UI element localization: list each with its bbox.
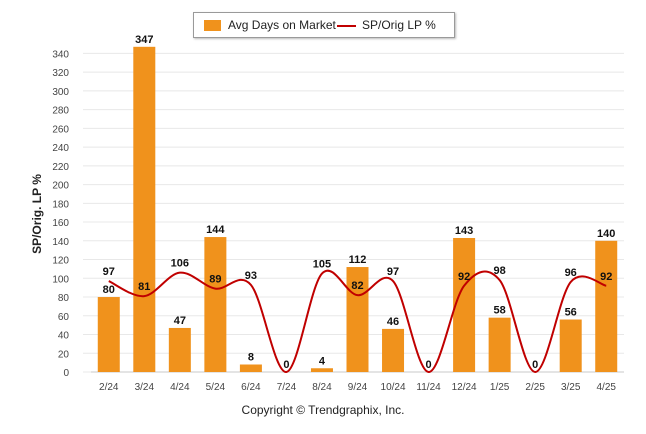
- y-tick-label: 180: [52, 199, 69, 210]
- bar-value-label: 144: [206, 224, 225, 236]
- y-tick-label: 0: [63, 368, 69, 379]
- bar-value-label: 0: [426, 359, 432, 371]
- line-value-label: 92: [600, 271, 612, 283]
- y-tick-label: 60: [58, 312, 70, 323]
- legend: Avg Days on Market SP/Orig LP %: [193, 12, 455, 38]
- copyright-footer: Copyright © Trendgraphix, Inc.: [241, 403, 405, 417]
- y-tick-label: 240: [52, 143, 69, 154]
- bar-value-label: 347: [135, 34, 153, 46]
- bar: [97, 297, 120, 372]
- bar-value-label: 0: [532, 359, 538, 371]
- y-tick-label: 220: [52, 162, 69, 173]
- y-tick-label: 120: [52, 256, 69, 267]
- x-tick-label: 11/24: [416, 382, 441, 393]
- y-tick-label: 260: [52, 124, 69, 135]
- bar-value-label: 58: [494, 305, 506, 317]
- x-tick-label: 6/24: [241, 382, 261, 393]
- line-value-label: 106: [171, 258, 189, 270]
- bar-series: [97, 46, 618, 372]
- legend-label-line: SP/Orig LP %: [362, 18, 436, 32]
- x-tick-label: 5/24: [206, 382, 226, 393]
- bar-value-label: 56: [565, 307, 577, 319]
- bar-value-label: 0: [283, 359, 289, 371]
- bar: [382, 328, 405, 372]
- bar: [204, 237, 227, 372]
- bar: [168, 327, 191, 372]
- bar-value-label: 112: [349, 254, 367, 266]
- y-tick-label: 80: [58, 293, 70, 304]
- x-tick-label: 3/24: [135, 382, 155, 393]
- legend-line-swatch: [337, 25, 356, 27]
- bar-value-label: 46: [387, 316, 399, 328]
- bar: [595, 240, 618, 372]
- bar: [239, 364, 262, 372]
- x-axis-ticks: 2/24 3/24 4/24 5/24 6/24 7/24 8/24 9/24 10/24 11/…: [99, 382, 616, 393]
- x-tick-label: 8/24: [312, 382, 332, 393]
- y-tick-label: 160: [52, 218, 69, 229]
- line-value-label: 81: [138, 281, 150, 293]
- x-tick-label: 3/25: [561, 382, 581, 393]
- bar-value-label: 143: [455, 225, 473, 237]
- y-axis-ticks: 0 20 40 60 80 100 120 140 160 180 200 220 240 260 280 3…: [52, 49, 69, 379]
- y-tick-label: 280: [52, 106, 69, 117]
- x-tick-label: 2/24: [99, 382, 119, 393]
- y-tick-label: 20: [58, 349, 70, 360]
- x-tick-label: 12/24: [452, 382, 477, 393]
- line-value-label: 97: [103, 266, 115, 278]
- line-value-label: 92: [458, 271, 470, 283]
- bar: [488, 317, 511, 372]
- legend-bar-swatch: [204, 20, 221, 31]
- line-value-label: 105: [313, 259, 331, 271]
- x-tick-label: 10/24: [381, 382, 406, 393]
- bar: [310, 368, 333, 372]
- y-tick-label: 340: [52, 49, 69, 60]
- x-tick-label: 7/24: [277, 382, 297, 393]
- line-value-label: 93: [245, 270, 257, 282]
- bar: [453, 237, 476, 372]
- bar-value-label: 140: [597, 228, 615, 240]
- gridlines: [83, 52, 624, 373]
- x-tick-label: 4/25: [596, 382, 616, 393]
- line-value-label: 82: [351, 280, 363, 292]
- bar: [559, 319, 582, 372]
- line-series: [108, 269, 607, 374]
- line-value-label: 89: [209, 274, 221, 286]
- bar-value-label: 80: [103, 284, 115, 296]
- y-tick-label: 100: [52, 274, 69, 285]
- y-tick-label: 320: [52, 68, 69, 79]
- line-value-label: 96: [565, 267, 577, 279]
- line-value-label: 98: [494, 265, 506, 277]
- x-tick-label: 1/25: [490, 382, 510, 393]
- x-tick-label: 9/24: [348, 382, 368, 393]
- bar-value-label: 47: [174, 315, 186, 327]
- y-tick-label: 40: [58, 331, 70, 342]
- bar-value-label: 4: [319, 355, 326, 367]
- y-tick-label: 300: [52, 87, 69, 98]
- y-tick-label: 200: [52, 181, 69, 192]
- line-path: [108, 269, 607, 374]
- bar-value-label: 8: [248, 352, 254, 364]
- y-axis-label: SP/Orig. LP %: [30, 174, 44, 254]
- x-tick-label: 4/24: [170, 382, 190, 393]
- y-tick-label: 140: [52, 237, 69, 248]
- legend-label-bar: Avg Days on Market: [228, 18, 336, 32]
- bar: [133, 46, 156, 372]
- x-tick-label: 2/25: [525, 382, 545, 393]
- line-value-label: 97: [387, 266, 399, 278]
